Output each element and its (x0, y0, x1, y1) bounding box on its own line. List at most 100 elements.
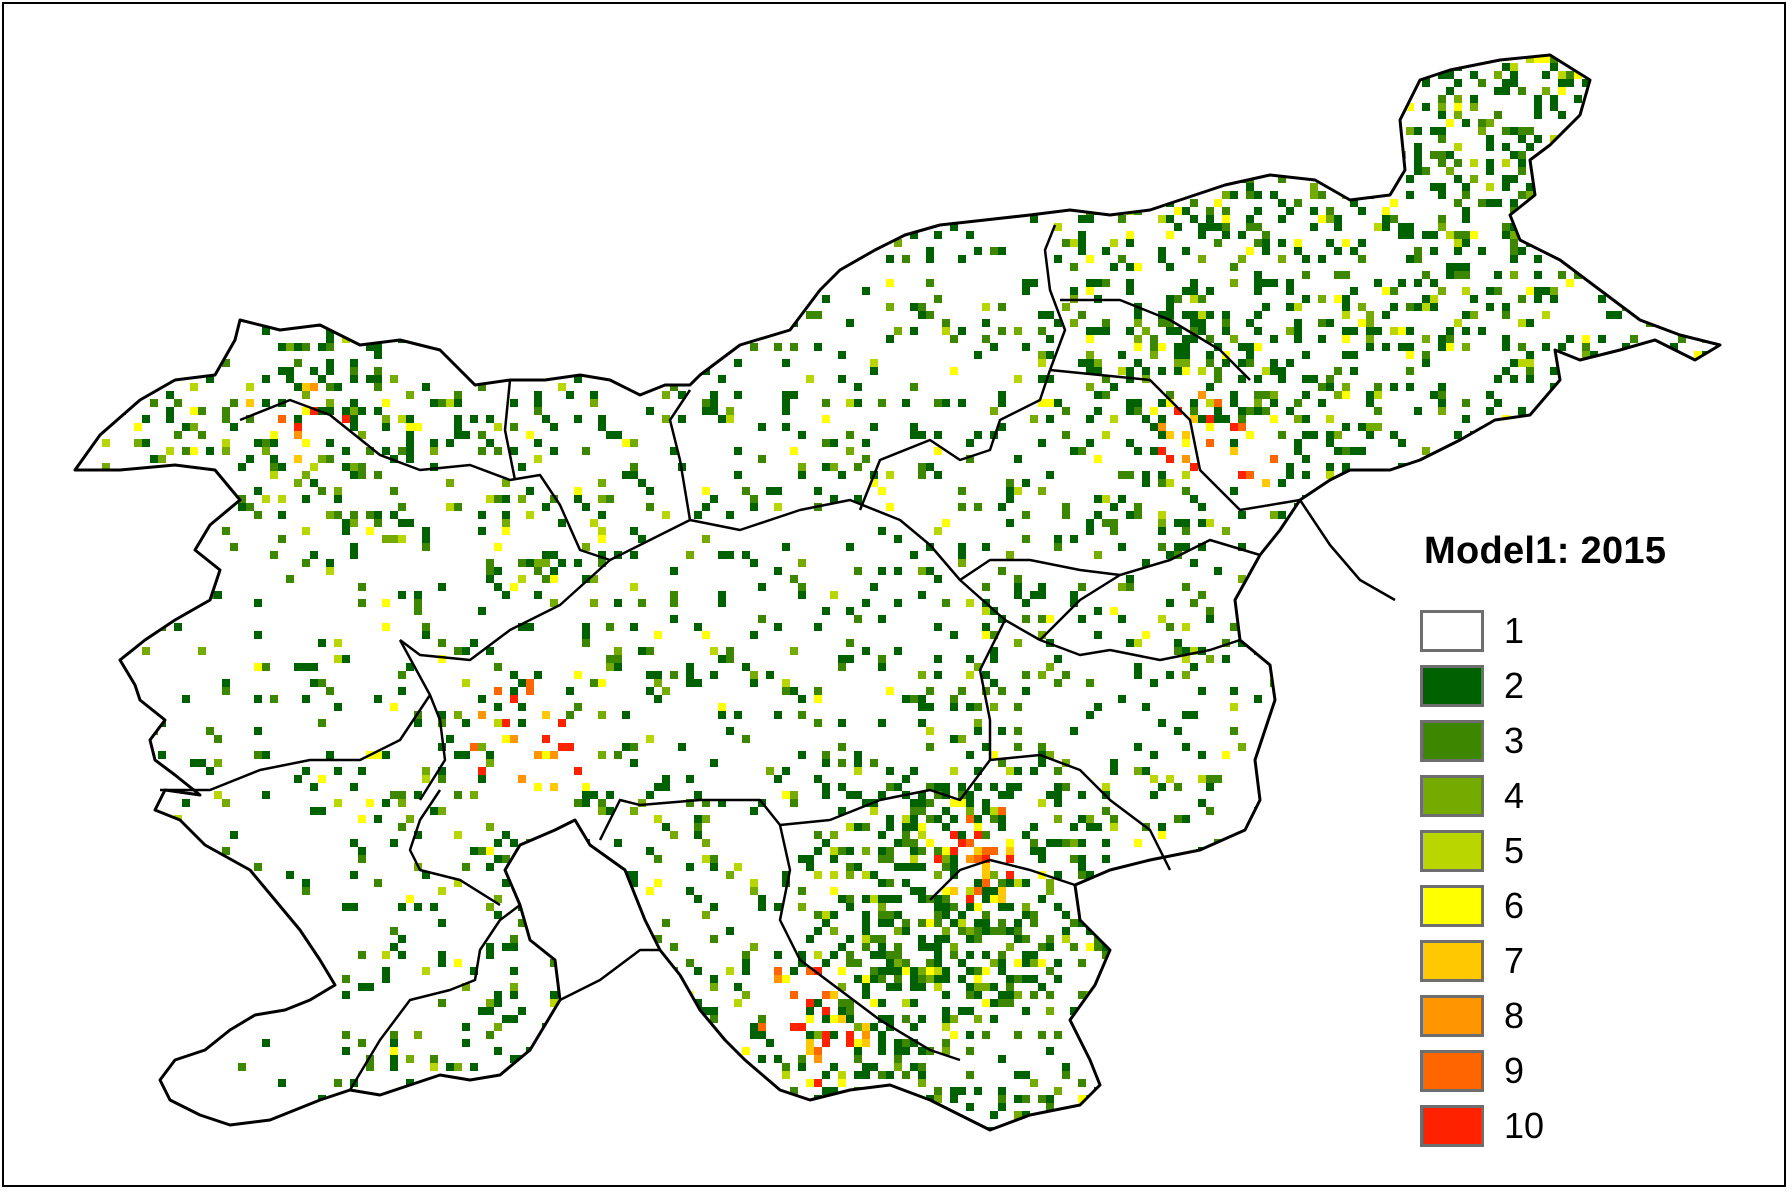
raster-cell (662, 1007, 670, 1015)
raster-cell (950, 695, 958, 703)
raster-cell (1046, 415, 1054, 423)
raster-cell (854, 759, 862, 767)
raster-cell (1054, 199, 1062, 207)
raster-cell (990, 679, 998, 687)
raster-cell (246, 223, 254, 231)
raster-cell (438, 263, 446, 271)
raster-cell (1278, 1119, 1286, 1127)
region-boundary-line (398, 639, 447, 801)
raster-cell (1470, 231, 1478, 239)
raster-cell (1310, 783, 1318, 791)
raster-cell (1542, 447, 1550, 455)
raster-cell (1310, 103, 1318, 111)
raster-cell (614, 127, 622, 135)
raster-cell (1182, 743, 1190, 751)
raster-cell (878, 943, 886, 951)
raster-cell (1646, 255, 1654, 263)
raster-cell (758, 1111, 766, 1119)
raster-cell (894, 535, 902, 543)
raster-cell (774, 343, 782, 351)
raster-cell (862, 895, 870, 903)
raster-cell (1238, 575, 1246, 583)
raster-cell (702, 503, 710, 511)
raster-cell (470, 55, 478, 63)
raster-cell (1134, 503, 1142, 511)
raster-cell (1526, 495, 1534, 503)
raster-cell (886, 959, 894, 967)
raster-cell (886, 1071, 894, 1079)
raster-cell (358, 239, 366, 247)
raster-cell (998, 423, 1006, 431)
raster-cell (1254, 935, 1262, 943)
raster-cell (1638, 391, 1646, 399)
raster-cell (462, 679, 470, 687)
raster-cell (142, 415, 150, 423)
raster-cell (998, 807, 1006, 815)
raster-cell (438, 639, 446, 647)
raster-cell (566, 247, 574, 255)
raster-cell (1110, 1119, 1118, 1127)
raster-cell (1182, 343, 1190, 351)
raster-cell (414, 303, 422, 311)
raster-cell (1006, 95, 1014, 103)
raster-cell (622, 471, 630, 479)
raster-cell (822, 295, 830, 303)
raster-cell (182, 1015, 190, 1023)
raster-cell (1326, 799, 1334, 807)
raster-cell (1502, 335, 1510, 343)
raster-cell (302, 303, 310, 311)
raster-cell (910, 839, 918, 847)
raster-cell (294, 215, 302, 223)
raster-cell (1662, 383, 1670, 391)
raster-cell (366, 303, 374, 311)
raster-cell (246, 911, 254, 919)
raster-cell (1390, 199, 1398, 207)
raster-cell (1462, 415, 1470, 423)
raster-cell (1038, 1095, 1046, 1103)
raster-cell (534, 271, 542, 279)
raster-cell (550, 1023, 558, 1031)
raster-cell (198, 759, 206, 767)
raster-cell (1350, 199, 1358, 207)
raster-cell (326, 343, 334, 351)
raster-cell (246, 399, 254, 407)
raster-cell (1334, 807, 1342, 815)
raster-cell (726, 727, 734, 735)
raster-cell (366, 135, 374, 143)
raster-cell (814, 951, 822, 959)
raster-cell (1286, 167, 1294, 175)
raster-cell (1518, 247, 1526, 255)
raster-cell (1070, 943, 1078, 951)
raster-cell (174, 87, 182, 95)
raster-cell (1726, 287, 1734, 295)
raster-cell (1214, 775, 1222, 783)
raster-cell (438, 775, 446, 783)
raster-cell (910, 847, 918, 855)
raster-cell (142, 191, 150, 199)
raster-cell (262, 327, 270, 335)
raster-cell (558, 847, 566, 855)
raster-cell (1310, 1023, 1318, 1031)
raster-cell (1198, 799, 1206, 807)
raster-cell (302, 527, 310, 535)
raster-cell (1622, 479, 1630, 487)
raster-cell (966, 1127, 974, 1130)
raster-cell (942, 399, 950, 407)
raster-cell (822, 759, 830, 767)
raster-cell (982, 687, 990, 695)
raster-cell (494, 703, 502, 711)
raster-cell (1438, 343, 1446, 351)
raster-cell (1286, 327, 1294, 335)
raster-cell (326, 1119, 334, 1127)
raster-cell (382, 303, 390, 311)
raster-cell (1038, 351, 1046, 359)
raster-cell (1174, 351, 1182, 359)
raster-cell (790, 247, 798, 255)
raster-cell (1470, 95, 1478, 103)
region-boundary-line (668, 389, 692, 521)
raster-cell (1294, 63, 1302, 71)
raster-cell (1158, 343, 1166, 351)
raster-cell (190, 311, 198, 319)
raster-cell (942, 1023, 950, 1031)
raster-cell (1678, 183, 1686, 191)
